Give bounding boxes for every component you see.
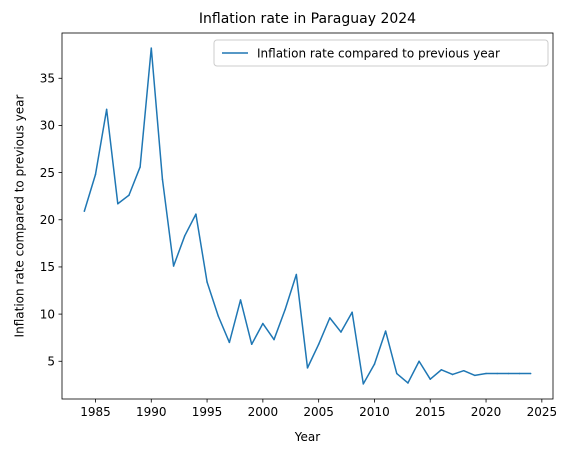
x-axis-label: Year bbox=[294, 430, 320, 444]
y-tick-label: 25 bbox=[40, 166, 55, 180]
data-point bbox=[83, 210, 86, 213]
data-point bbox=[429, 378, 431, 380]
y-axis: 5 10 15 20 25 30 35 bbox=[40, 72, 62, 369]
data-point bbox=[217, 315, 219, 317]
y-tick-label: 5 bbox=[47, 355, 55, 369]
x-tick-label: 2025 bbox=[527, 405, 558, 419]
y-axis-label: Inflation rate compared to previous year bbox=[13, 94, 27, 337]
data-point bbox=[485, 372, 487, 375]
data-point bbox=[373, 363, 376, 365]
x-tick-label: 1990 bbox=[136, 405, 167, 419]
y-tick-label: 30 bbox=[40, 119, 55, 133]
y-tick-label: 15 bbox=[40, 260, 55, 274]
data-point bbox=[529, 372, 532, 375]
data-point bbox=[184, 235, 186, 237]
y-tick-label: 10 bbox=[40, 307, 55, 321]
data-point bbox=[462, 369, 465, 372]
data-point bbox=[440, 369, 443, 371]
data-point bbox=[317, 343, 320, 346]
data-point bbox=[351, 311, 353, 313]
data-point bbox=[295, 273, 298, 276]
data-point bbox=[150, 47, 153, 49]
data-point bbox=[362, 383, 365, 385]
data-point bbox=[474, 374, 476, 377]
data-point bbox=[329, 317, 331, 319]
data-point bbox=[195, 213, 197, 215]
data-point bbox=[94, 173, 97, 176]
data-point bbox=[228, 341, 231, 344]
data-point bbox=[396, 372, 398, 375]
data-point bbox=[518, 372, 521, 375]
x-tick-label: 1985 bbox=[80, 405, 111, 419]
data-point bbox=[250, 343, 253, 346]
data-point bbox=[128, 194, 130, 196]
data-point bbox=[284, 308, 286, 311]
plot-frame bbox=[61, 32, 554, 400]
x-tick-label: 1995 bbox=[192, 405, 223, 419]
data-point bbox=[239, 299, 242, 301]
x-tick-label: 2015 bbox=[415, 405, 446, 419]
data-point bbox=[172, 265, 175, 267]
data-point bbox=[117, 202, 119, 205]
data-point bbox=[262, 322, 264, 325]
data-point bbox=[206, 281, 208, 283]
y-tick-label: 20 bbox=[40, 213, 55, 227]
data-point bbox=[384, 330, 387, 332]
data-point bbox=[139, 166, 141, 168]
legend-entry-label: Inflation rate compared to previous year bbox=[257, 47, 500, 61]
x-axis: 1985 1990 1995 2000 2005 2010 2015 2020 2025 bbox=[80, 399, 557, 419]
data-point bbox=[105, 108, 108, 111]
data-point bbox=[273, 338, 275, 341]
data-point bbox=[306, 367, 309, 369]
data-point bbox=[496, 372, 498, 375]
x-tick-label: 2000 bbox=[248, 405, 279, 419]
data-point bbox=[418, 360, 420, 363]
legend-box bbox=[213, 39, 549, 67]
y-tick-label: 35 bbox=[40, 72, 55, 86]
x-tick-label: 2010 bbox=[359, 405, 390, 419]
plot-data bbox=[83, 47, 532, 385]
x-tick-label: 2005 bbox=[303, 405, 334, 419]
data-point bbox=[161, 178, 164, 180]
x-tick-label: 2020 bbox=[471, 405, 502, 419]
chart-title: Inflation rate in Paraguay 2024 bbox=[199, 11, 416, 27]
data-point bbox=[507, 372, 510, 375]
data-point bbox=[407, 382, 409, 384]
legend: Inflation rate compared to previous year bbox=[213, 39, 549, 67]
data-point bbox=[451, 373, 454, 376]
data-point bbox=[340, 331, 342, 333]
